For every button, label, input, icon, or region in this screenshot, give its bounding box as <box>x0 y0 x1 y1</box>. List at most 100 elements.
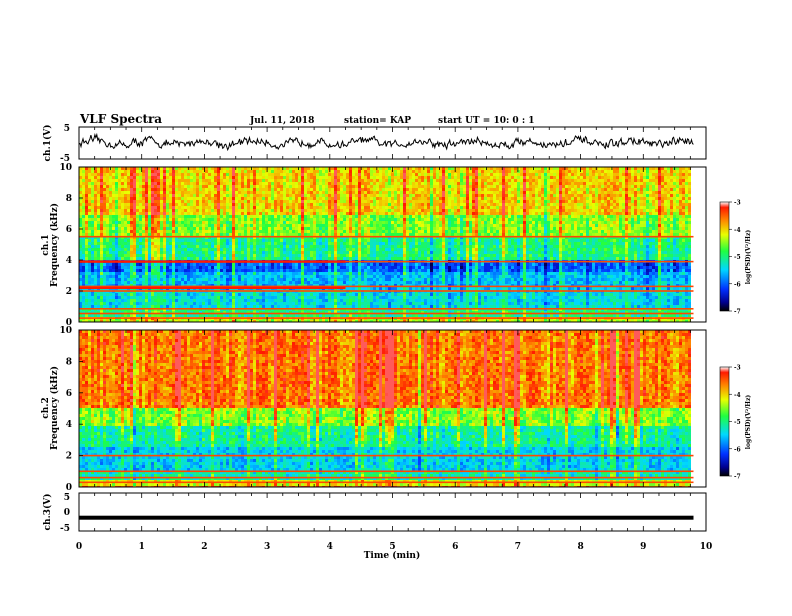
ch1-spectrogram-pixel <box>181 173 184 176</box>
ch1-spectrogram-pixel <box>163 254 166 257</box>
ch1-spectrogram-pixel <box>253 203 256 206</box>
ch1-spectrogram-pixel <box>334 248 337 251</box>
ch1-spectrogram-pixel <box>229 185 232 188</box>
ch1-spectrogram-pixel <box>241 254 244 257</box>
ch1-spectrogram-pixel <box>124 314 127 317</box>
ch1-spectrogram-pixel <box>133 170 136 173</box>
ch1-spectrogram-pixel <box>292 182 295 185</box>
ch1-spectrogram-pixel <box>139 212 142 215</box>
ch1-spectrogram-pixel <box>172 281 175 284</box>
ch1-spectrogram-pixel <box>313 230 316 233</box>
ch1-spectrogram-pixel <box>169 239 172 242</box>
ch1-spectrogram-pixel <box>223 227 226 230</box>
ch1-spectrogram-pixel <box>355 185 358 188</box>
ch1-spectrogram-pixel <box>136 233 139 236</box>
ch1-spectrogram-pixel <box>82 305 85 308</box>
ch1-spectrogram-pixel <box>121 302 124 305</box>
ch1-spectrogram-pixel <box>112 194 115 197</box>
ch1-spectrogram-pixel <box>151 257 154 260</box>
ch1-spectrogram-pixel <box>277 245 280 248</box>
ch1-spectrogram-pixel <box>280 257 283 260</box>
ch1-spectrogram-pixel <box>124 251 127 254</box>
ch1-spectrogram-pixel <box>358 263 361 266</box>
ch1-spectrogram-pixel <box>103 293 106 296</box>
ch1-spectrogram-pixel <box>307 206 310 209</box>
ch1-spectrogram-pixel <box>325 293 328 296</box>
ch1-spectrogram-pixel <box>85 221 88 224</box>
ch1-spectrogram-pixel <box>349 179 352 182</box>
ch1-spectrogram-pixel <box>139 299 142 302</box>
ch1-spectrogram-pixel <box>184 215 187 218</box>
ch1-spectrogram-pixel <box>136 170 139 173</box>
ch1-spectrogram-pixel <box>181 212 184 215</box>
ch1-spectrogram-pixel <box>346 173 349 176</box>
ch1-spectrogram-pixel <box>223 173 226 176</box>
ch1-spectrogram-pixel <box>190 224 193 227</box>
ch1-spectrogram-pixel <box>337 170 340 173</box>
ch1-spectrogram-pixel <box>319 200 322 203</box>
ch1-spectrogram-pixel <box>253 257 256 260</box>
ch1-spectrogram-pixel <box>304 272 307 275</box>
ch1-spectrogram-pixel <box>214 182 217 185</box>
ch1-spectrogram-pixel <box>352 254 355 257</box>
ch1-spectrogram-pixel <box>262 272 265 275</box>
ch1-spectrogram-pixel <box>274 224 277 227</box>
ch1-spectrogram-pixel <box>223 248 226 251</box>
ch1-spectrogram-pixel <box>331 182 334 185</box>
ch1-spectrogram-pixel <box>82 272 85 275</box>
ch1-spectrogram-pixel <box>343 233 346 236</box>
ch1-spectrogram-pixel <box>322 209 325 212</box>
ch1-spectrogram-pixel <box>328 215 331 218</box>
ch1-spectrogram-pixel <box>184 203 187 206</box>
ch1-spectrogram-pixel <box>157 266 160 269</box>
ch1-spectrogram-pixel <box>172 305 175 308</box>
ch1-spectrogram-pixel <box>343 173 346 176</box>
ch1-spectrogram-pixel <box>202 302 205 305</box>
ch1-spectrogram-pixel <box>286 239 289 242</box>
ch1-spectrogram-pixel <box>253 188 256 191</box>
ch1-spectrogram-pixel <box>283 209 286 212</box>
ch1-spectrogram-pixel <box>151 305 154 308</box>
ch1-spectrogram-pixel <box>163 293 166 296</box>
ch1-spectrogram-pixel <box>139 197 142 200</box>
ch1-spectrogram-pixel <box>187 266 190 269</box>
ch1-spectrogram-pixel <box>277 203 280 206</box>
ch1-spectrogram-pixel <box>175 218 178 221</box>
ch1-spectrogram-pixel <box>289 185 292 188</box>
ch1-spectrogram-pixel <box>307 296 310 299</box>
ch1-spectrogram-pixel <box>235 197 238 200</box>
ch1-spectrogram-pixel <box>226 197 229 200</box>
ch1-spectrogram-pixel <box>85 212 88 215</box>
ch1-spectrogram-pixel <box>166 248 169 251</box>
ch1-spectrogram-pixel <box>226 275 229 278</box>
ch1-spectrogram-pixel <box>325 173 328 176</box>
ch1-spectrogram-pixel <box>160 200 163 203</box>
ch1-spectrogram-pixel <box>334 281 337 284</box>
ch1-spectrogram-pixel <box>295 296 298 299</box>
ch1-spectrogram-pixel <box>112 239 115 242</box>
ch1-spectrogram-pixel <box>94 233 97 236</box>
ch1-spectrogram-pixel <box>196 212 199 215</box>
ch1-spectrogram-pixel <box>163 209 166 212</box>
ch1-spectrogram-pixel <box>313 248 316 251</box>
ch1-spectrogram-pixel <box>247 266 250 269</box>
ch1-spectrogram-pixel <box>235 299 238 302</box>
ch1-spectrogram-pixel <box>235 233 238 236</box>
ch1-spectrogram-pixel <box>139 278 142 281</box>
ch1-spectrogram-pixel <box>88 209 91 212</box>
ch1-spectrogram-pixel <box>208 194 211 197</box>
ch1-spectrogram-pixel <box>190 269 193 272</box>
ch1-spectrogram-pixel <box>268 293 271 296</box>
ch1-spectrogram-pixel <box>244 266 247 269</box>
ch1-spectrogram-pixel <box>151 314 154 317</box>
ch1-spectrogram-pixel <box>121 230 124 233</box>
ch1-spectrogram-pixel <box>106 296 109 299</box>
ch1-spectrogram-pixel <box>109 215 112 218</box>
ch1-spectrogram-pixel <box>154 197 157 200</box>
ch1-spectrogram-pixel <box>229 275 232 278</box>
ch1-spectrogram-pixel <box>148 269 151 272</box>
ch1-spectrogram-pixel <box>307 266 310 269</box>
ch1-spectrogram-pixel <box>295 188 298 191</box>
ch1-spectrogram-pixel <box>271 266 274 269</box>
ch1-spectrogram-pixel <box>274 314 277 317</box>
